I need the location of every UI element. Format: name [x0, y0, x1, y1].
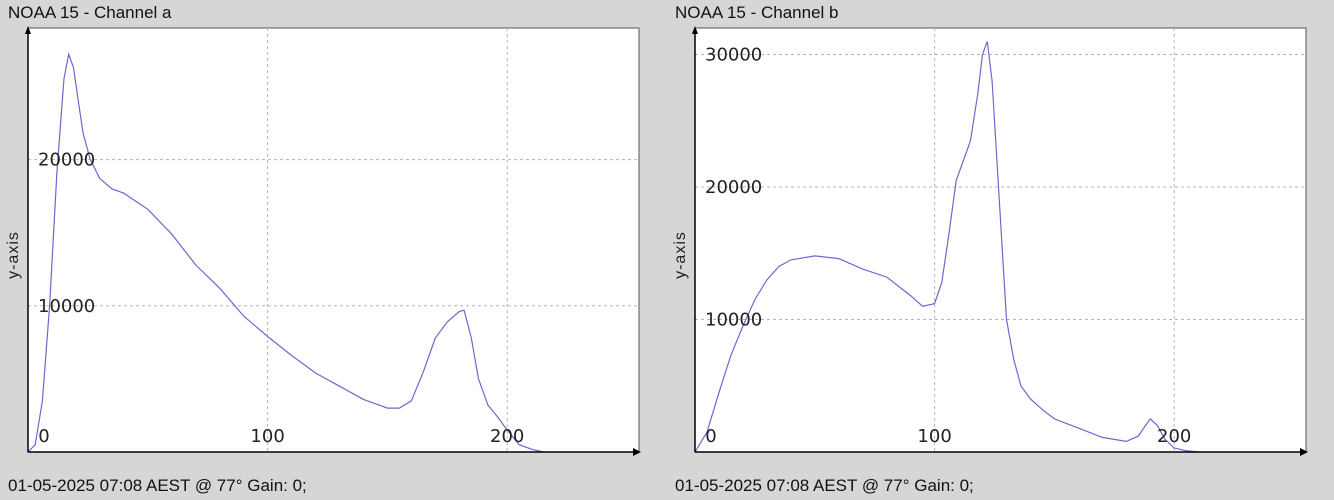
x-tick-label: 200 — [1157, 426, 1191, 447]
chart-title: NOAA 15 - Channel b — [675, 3, 839, 22]
y-axis-label-text: y-axis — [672, 231, 689, 279]
y-axis-arrow — [692, 26, 698, 34]
y-tick-label: 20000 — [705, 177, 762, 198]
chart-plot-area: 0 100 200 10000 20000 30000 — [692, 26, 1308, 456]
y-tick-label: 10000 — [705, 310, 762, 331]
x-axis-arrow — [1300, 448, 1308, 456]
y-axis-arrow — [25, 26, 31, 34]
chart-plot-area: 0 100 200 10000 20000 — [25, 26, 641, 456]
x-tick-label: 200 — [490, 426, 524, 447]
y-axis-label: y-axis — [671, 195, 691, 315]
x-tick-label: 100 — [250, 426, 284, 447]
x-tick-label: 100 — [917, 426, 951, 447]
series-line — [694, 41, 1199, 453]
chart-panel-b: NOAA 15 - Channel b 0 100 200 10000 20000 300… — [667, 0, 1334, 500]
y-axis-label: y-axis — [4, 195, 24, 315]
x-tick-label: 0 — [38, 426, 49, 447]
y-tick-label: 10000 — [38, 296, 95, 317]
plot-background — [694, 27, 1307, 453]
y-tick-label: 30000 — [705, 45, 762, 66]
series-line — [27, 52, 544, 453]
plot-background — [27, 27, 640, 453]
y-axis-label-text: y-axis — [5, 231, 22, 279]
pass-caption: 01-05-2025 07:08 AEST @ 77° Gain: 0; — [675, 476, 974, 495]
chart-title: NOAA 15 - Channel a — [8, 3, 172, 22]
y-tick-label: 20000 — [38, 150, 95, 171]
x-tick-label: 0 — [705, 426, 716, 447]
chart-panel-a: NOAA 15 - Channel a 0 100 200 10000 20000 y-… — [4, 3, 641, 495]
pass-caption: 01-05-2025 07:08 AEST @ 77° Gain: 0; — [8, 476, 307, 495]
x-axis-arrow — [633, 448, 641, 456]
